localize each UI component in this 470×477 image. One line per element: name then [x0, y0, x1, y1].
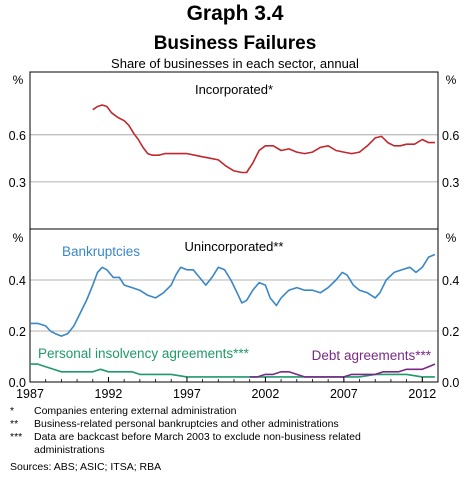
series-line	[30, 253, 436, 337]
footnote-mark: *	[10, 405, 15, 417]
y-tick-label-left: 0.6	[9, 129, 26, 143]
x-tick-label: 1997	[173, 387, 201, 400]
y-tick-label-right: 0.0	[442, 376, 459, 390]
footnote-3: *** Data are backcast before March 2003 t…	[10, 431, 434, 457]
y-axis-unit-left: %	[13, 231, 24, 245]
y-axis-unit-left: %	[13, 73, 24, 87]
y-tick-label-left: 0.2	[9, 325, 26, 339]
y-tick-label-right: 0.3	[442, 176, 459, 190]
y-axis-unit-right: %	[446, 73, 457, 87]
footnote-text: Companies entering external administrati…	[34, 405, 237, 417]
footnote-2: ** Business-related personal bankruptcies…	[10, 418, 454, 431]
series-label: Bankruptcies	[62, 244, 140, 259]
y-tick-label-right: 0.4	[442, 274, 459, 288]
footnote-mark: ***	[10, 431, 23, 443]
series-label: Personal insolvency agreements***	[38, 346, 250, 361]
series-line	[92, 104, 435, 174]
x-tick-label: 1992	[95, 387, 123, 400]
sources: Sources: ABS; ASIC; ITSA; RBA	[10, 461, 162, 473]
y-tick-label-left: 0.4	[9, 274, 26, 288]
series-line	[30, 363, 435, 378]
y-tick-label-right: 0.2	[442, 325, 459, 339]
y-tick-label-right: 0.6	[442, 129, 459, 143]
series-line	[249, 363, 436, 378]
x-tick-label: 2007	[330, 387, 358, 400]
x-tick-label: 2012	[408, 387, 436, 400]
footnote-mark: **	[10, 418, 19, 430]
graph-number: Graph 3.4	[186, 2, 284, 25]
chart-title: Business Failures	[153, 33, 317, 54]
footnote-text: Data are backcast before March 2003 to e…	[34, 431, 361, 456]
footnote-1: * Companies entering external administrat…	[10, 405, 454, 418]
y-tick-label-left: 0.0	[9, 376, 26, 390]
x-tick-label: 2002	[251, 387, 279, 400]
x-tick-label: 1987	[16, 387, 44, 400]
chart-subtitle: Share of businesses in each sector, annu…	[111, 56, 359, 71]
business-failures-chart: % % 0.3 0.3 0.6 0.6 Incorporated*% % 0.0 0.0 0.2 0.…	[9, 71, 459, 400]
series-label: Debt agreements***	[312, 348, 432, 363]
panel-title: Unincorporated**	[184, 239, 283, 254]
y-tick-label-left: 0.3	[9, 176, 26, 190]
panel-title: Incorporated*	[195, 82, 273, 97]
y-axis-unit-right: %	[446, 231, 457, 245]
footnote-text: Business-related personal bankruptcies a…	[34, 418, 339, 430]
